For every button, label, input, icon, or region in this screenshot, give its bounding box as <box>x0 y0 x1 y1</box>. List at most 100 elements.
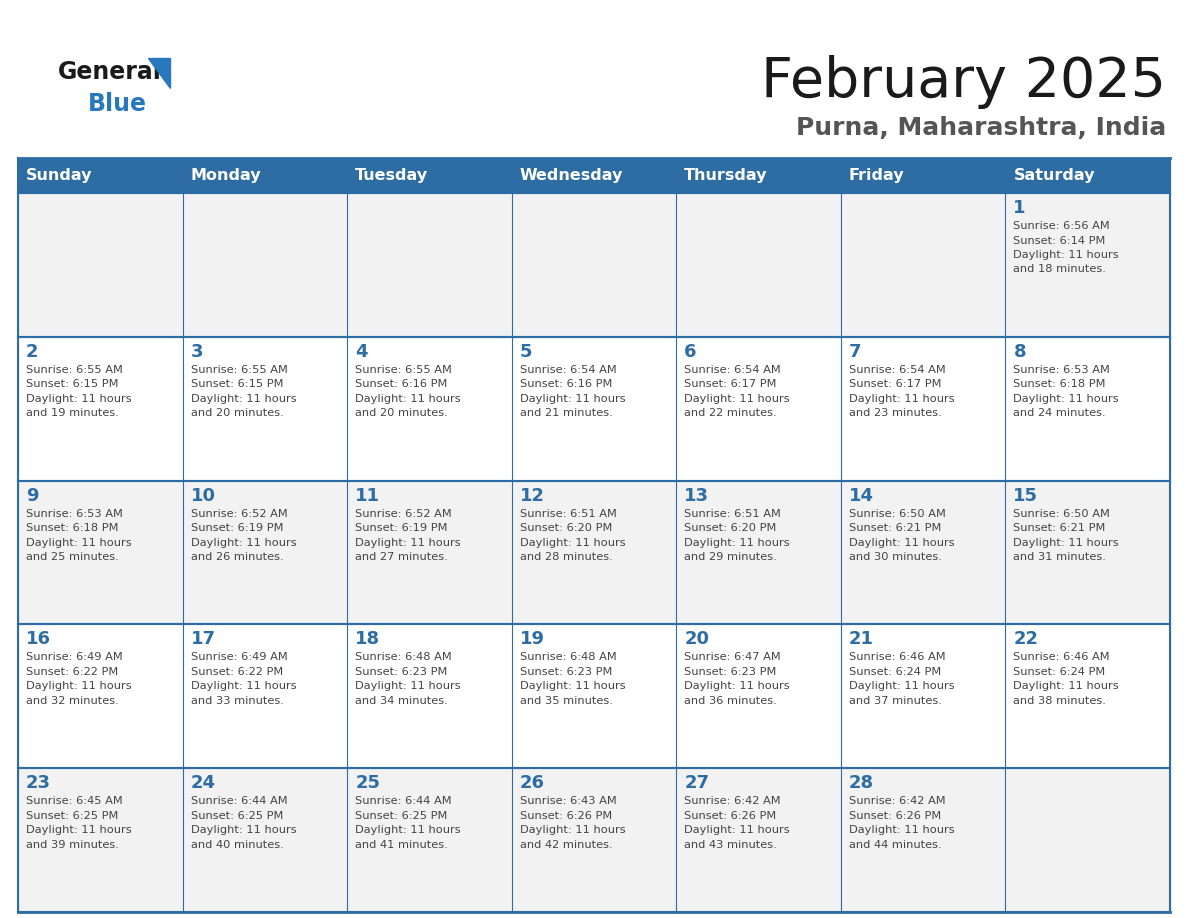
Text: Daylight: 11 hours: Daylight: 11 hours <box>519 681 625 691</box>
Bar <box>841 158 1005 193</box>
Bar <box>1005 193 1170 337</box>
Text: Sunrise: 6:53 AM: Sunrise: 6:53 AM <box>1013 364 1111 375</box>
Text: 6: 6 <box>684 342 697 361</box>
Text: Sunrise: 6:54 AM: Sunrise: 6:54 AM <box>519 364 617 375</box>
Text: and 18 minutes.: and 18 minutes. <box>1013 264 1106 274</box>
Text: Daylight: 11 hours: Daylight: 11 hours <box>1013 250 1119 260</box>
Text: Daylight: 11 hours: Daylight: 11 hours <box>26 681 132 691</box>
Text: Daylight: 11 hours: Daylight: 11 hours <box>849 681 954 691</box>
Bar <box>841 193 1005 337</box>
Text: and 21 minutes.: and 21 minutes. <box>519 409 613 419</box>
Bar <box>347 337 512 481</box>
Bar <box>18 624 183 768</box>
Text: and 19 minutes.: and 19 minutes. <box>26 409 119 419</box>
Text: 2: 2 <box>26 342 38 361</box>
Text: Sunset: 6:24 PM: Sunset: 6:24 PM <box>1013 666 1106 677</box>
Text: 10: 10 <box>190 487 215 505</box>
Text: Sunrise: 6:51 AM: Sunrise: 6:51 AM <box>684 509 782 519</box>
Text: Sunrise: 6:42 AM: Sunrise: 6:42 AM <box>849 796 946 806</box>
Text: Sunrise: 6:48 AM: Sunrise: 6:48 AM <box>519 653 617 663</box>
Text: Sunset: 6:20 PM: Sunset: 6:20 PM <box>519 523 612 533</box>
Text: and 32 minutes.: and 32 minutes. <box>26 696 119 706</box>
Text: Sunset: 6:17 PM: Sunset: 6:17 PM <box>684 379 777 389</box>
Bar <box>18 158 183 193</box>
Text: Sunset: 6:16 PM: Sunset: 6:16 PM <box>355 379 448 389</box>
Bar <box>183 158 347 193</box>
Text: Daylight: 11 hours: Daylight: 11 hours <box>849 825 954 835</box>
Text: Sunset: 6:23 PM: Sunset: 6:23 PM <box>684 666 777 677</box>
Bar <box>841 481 1005 624</box>
Bar <box>18 481 183 624</box>
Bar <box>1005 158 1170 193</box>
Text: Sunset: 6:22 PM: Sunset: 6:22 PM <box>190 666 283 677</box>
Text: and 38 minutes.: and 38 minutes. <box>1013 696 1106 706</box>
Text: Sunrise: 6:50 AM: Sunrise: 6:50 AM <box>849 509 946 519</box>
Text: Daylight: 11 hours: Daylight: 11 hours <box>190 825 296 835</box>
Text: 5: 5 <box>519 342 532 361</box>
Text: February 2025: February 2025 <box>762 55 1165 109</box>
Text: and 42 minutes.: and 42 minutes. <box>519 840 612 850</box>
Text: Sunrise: 6:51 AM: Sunrise: 6:51 AM <box>519 509 617 519</box>
Text: and 20 minutes.: and 20 minutes. <box>190 409 283 419</box>
Text: and 36 minutes.: and 36 minutes. <box>684 696 777 706</box>
Text: 9: 9 <box>26 487 38 505</box>
Text: and 40 minutes.: and 40 minutes. <box>190 840 283 850</box>
Text: and 26 minutes.: and 26 minutes. <box>190 552 283 562</box>
Text: and 22 minutes.: and 22 minutes. <box>684 409 777 419</box>
Bar <box>676 337 841 481</box>
Text: Sunset: 6:19 PM: Sunset: 6:19 PM <box>190 523 283 533</box>
Text: Sunrise: 6:55 AM: Sunrise: 6:55 AM <box>355 364 451 375</box>
Text: Sunrise: 6:47 AM: Sunrise: 6:47 AM <box>684 653 781 663</box>
Bar <box>512 481 676 624</box>
Text: and 27 minutes.: and 27 minutes. <box>355 552 448 562</box>
Bar <box>676 624 841 768</box>
Text: 16: 16 <box>26 631 51 648</box>
Text: Sunset: 6:25 PM: Sunset: 6:25 PM <box>190 811 283 821</box>
Text: 11: 11 <box>355 487 380 505</box>
Text: and 43 minutes.: and 43 minutes. <box>684 840 777 850</box>
Text: Sunrise: 6:56 AM: Sunrise: 6:56 AM <box>1013 221 1110 231</box>
Bar <box>1005 768 1170 912</box>
Text: Sunrise: 6:50 AM: Sunrise: 6:50 AM <box>1013 509 1111 519</box>
Text: Daylight: 11 hours: Daylight: 11 hours <box>684 394 790 404</box>
Text: 27: 27 <box>684 774 709 792</box>
Text: Blue: Blue <box>88 92 147 116</box>
Text: and 20 minutes.: and 20 minutes. <box>355 409 448 419</box>
Text: 22: 22 <box>1013 631 1038 648</box>
Bar <box>18 193 183 337</box>
Text: and 23 minutes.: and 23 minutes. <box>849 409 942 419</box>
Text: Sunrise: 6:49 AM: Sunrise: 6:49 AM <box>26 653 122 663</box>
Text: Sunset: 6:16 PM: Sunset: 6:16 PM <box>519 379 612 389</box>
Text: Sunrise: 6:43 AM: Sunrise: 6:43 AM <box>519 796 617 806</box>
Text: 7: 7 <box>849 342 861 361</box>
Bar <box>512 768 676 912</box>
Text: Sunrise: 6:44 AM: Sunrise: 6:44 AM <box>190 796 287 806</box>
Bar <box>512 624 676 768</box>
Text: Monday: Monday <box>190 168 261 183</box>
Bar <box>1005 481 1170 624</box>
Text: 1: 1 <box>1013 199 1026 217</box>
Bar <box>1005 337 1170 481</box>
Text: Sunset: 6:15 PM: Sunset: 6:15 PM <box>190 379 283 389</box>
Text: Sunrise: 6:44 AM: Sunrise: 6:44 AM <box>355 796 451 806</box>
Text: Purna, Maharashtra, India: Purna, Maharashtra, India <box>796 116 1165 140</box>
Text: and 29 minutes.: and 29 minutes. <box>684 552 777 562</box>
Text: and 24 minutes.: and 24 minutes. <box>1013 409 1106 419</box>
Text: and 28 minutes.: and 28 minutes. <box>519 552 613 562</box>
Text: and 37 minutes.: and 37 minutes. <box>849 696 942 706</box>
Text: and 41 minutes.: and 41 minutes. <box>355 840 448 850</box>
Text: Sunset: 6:20 PM: Sunset: 6:20 PM <box>684 523 777 533</box>
Text: Tuesday: Tuesday <box>355 168 428 183</box>
Text: Sunset: 6:21 PM: Sunset: 6:21 PM <box>1013 523 1106 533</box>
Text: 8: 8 <box>1013 342 1026 361</box>
Bar <box>347 768 512 912</box>
Text: Thursday: Thursday <box>684 168 767 183</box>
Text: Daylight: 11 hours: Daylight: 11 hours <box>26 394 132 404</box>
Text: 4: 4 <box>355 342 367 361</box>
Text: Sunset: 6:17 PM: Sunset: 6:17 PM <box>849 379 941 389</box>
Text: Sunrise: 6:55 AM: Sunrise: 6:55 AM <box>190 364 287 375</box>
Text: Daylight: 11 hours: Daylight: 11 hours <box>1013 538 1119 548</box>
Bar <box>347 481 512 624</box>
Text: Sunrise: 6:45 AM: Sunrise: 6:45 AM <box>26 796 122 806</box>
Text: Sunset: 6:14 PM: Sunset: 6:14 PM <box>1013 236 1106 245</box>
